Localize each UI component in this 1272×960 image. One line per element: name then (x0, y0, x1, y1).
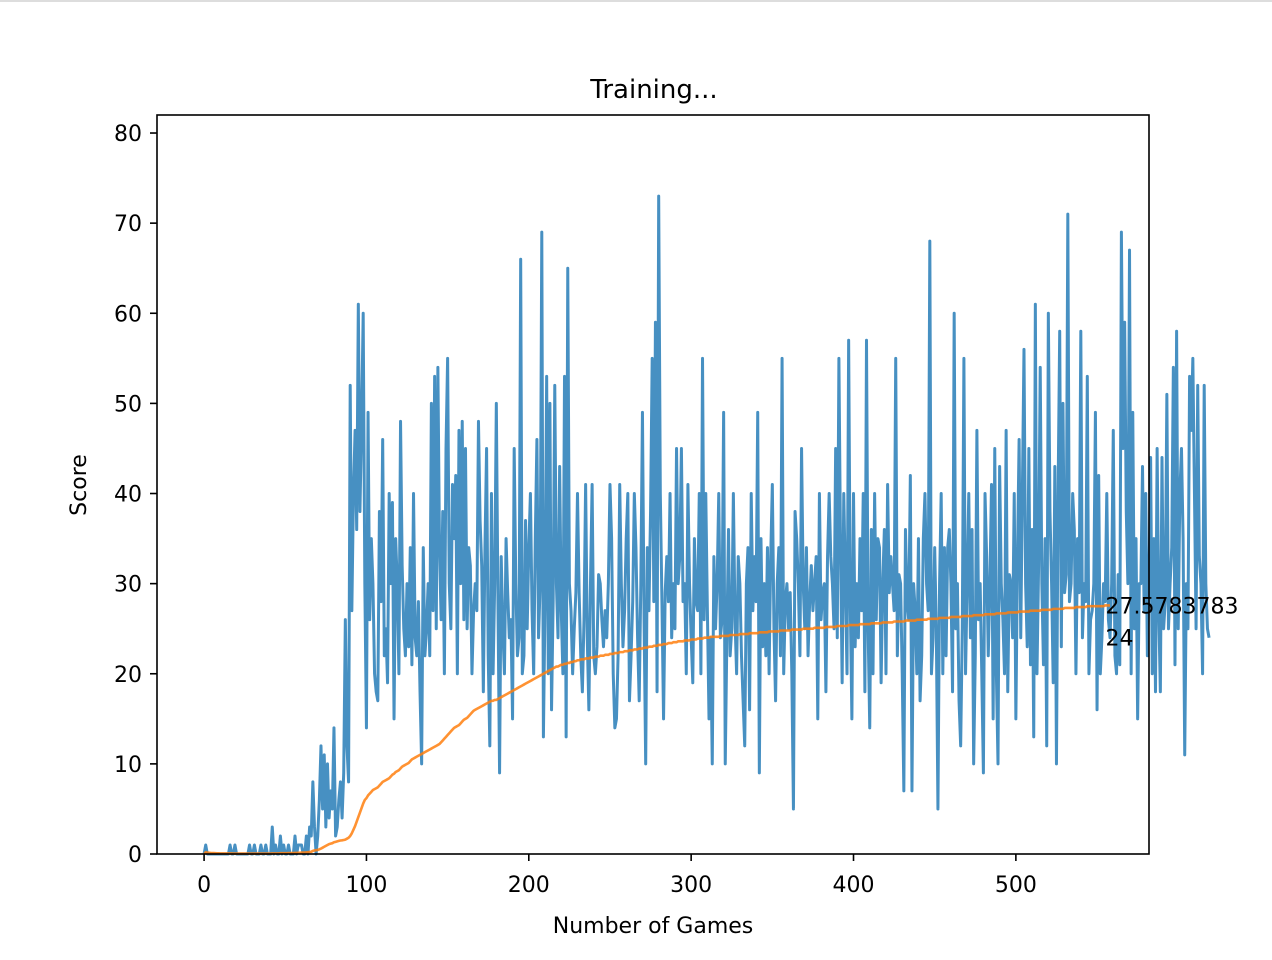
x-tick-label: 0 (197, 873, 211, 898)
x-axis: 0 100 200 300 400 500 (197, 854, 1037, 898)
y-tick-label: 30 (114, 573, 142, 598)
series-layer (202, 194, 1211, 856)
annotations: 27.5783783 24 (1106, 594, 1239, 651)
y-tick-label: 70 (114, 212, 142, 237)
series-line-1 (202, 194, 1211, 856)
y-axis: 0 10 20 30 40 50 60 70 80 (114, 122, 157, 868)
mean-score-annotation: 27.5783783 (1106, 594, 1239, 619)
x-tick-label: 100 (345, 873, 387, 898)
y-tick-label: 20 (114, 663, 142, 688)
x-axis-label: Number of Games (553, 914, 754, 939)
series-line-2 (203, 604, 1111, 855)
last-score-annotation: 24 (1106, 627, 1134, 652)
x-tick-label: 400 (833, 873, 875, 898)
y-tick-label: 40 (114, 483, 142, 508)
y-tick-label: 80 (114, 122, 142, 147)
y-axis-label: Score (67, 454, 92, 516)
x-tick-label: 200 (508, 873, 550, 898)
chart-title: Training... (589, 75, 717, 105)
y-tick-label: 50 (114, 392, 142, 417)
x-tick-label: 500 (995, 873, 1037, 898)
y-tick-label: 0 (128, 843, 142, 868)
y-tick-label: 10 (114, 753, 142, 778)
y-tick-label: 60 (114, 302, 142, 327)
x-tick-label: 300 (670, 873, 712, 898)
window-top-border (0, 0, 1272, 2)
plot-frame (156, 114, 1150, 855)
